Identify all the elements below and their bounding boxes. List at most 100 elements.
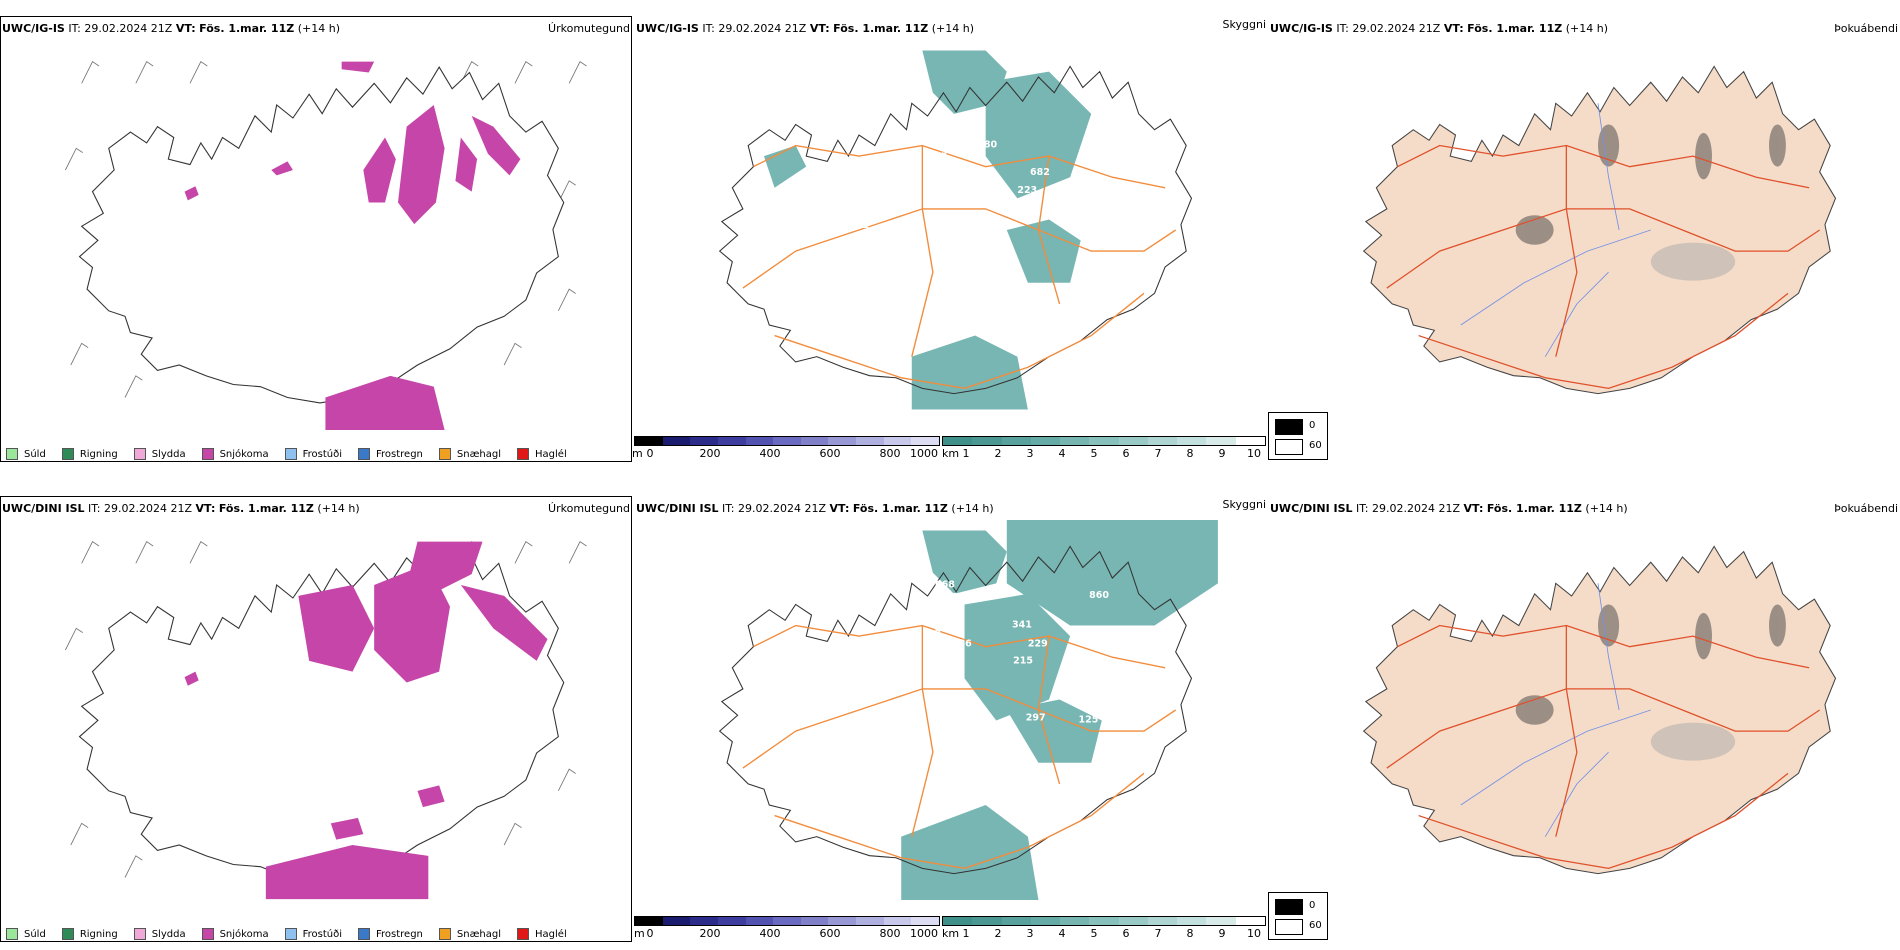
legend-item: Haglél [517, 928, 567, 940]
panel-title: UWC/IG-IS IT: 29.02.2024 21Z VT: Fös. 1.… [2, 22, 340, 35]
model-name: UWC/IG-IS [1270, 22, 1333, 35]
height-colorbar-bar [634, 436, 940, 446]
vis-label: 22 [856, 220, 869, 231]
vis-label: 860 [1089, 590, 1109, 601]
vis-label: 213 [956, 164, 976, 175]
panel-title: UWC/DINI ISL IT: 29.02.2024 21Z VT: Fös.… [636, 502, 994, 515]
fog-panel: UWC/IG-IS IT: 29.02.2024 21Z VT: Fös. 1.… [1268, 0, 1900, 470]
visibility-colorbar: km 1 2 3 4 5 6 7 8 9 10 [942, 436, 1266, 466]
valid-time: Fös. 1.mar. 11Z [833, 22, 929, 35]
map-frame [0, 496, 632, 942]
legend-item: Súld [6, 448, 46, 460]
legend-item: Snæhagl [438, 448, 501, 460]
legend-item: Snæhagl [438, 928, 501, 940]
height-colorbar: m 0 200 400 600 800 1000 [634, 916, 940, 946]
panel-title: UWC/IG-IS IT: 29.02.2024 21Z VT: Fös. 1.… [636, 22, 974, 35]
fog-map [1363, 545, 1837, 875]
model-name: UWC/IG-IS [2, 22, 65, 35]
model-name: UWC/DINI ISL [636, 502, 719, 515]
rivers [1460, 103, 1651, 357]
lead-time: (+14 h) [951, 502, 994, 515]
vis-label: 668 [935, 580, 955, 591]
init-time: 29.02.2024 21Z [718, 22, 807, 35]
legend-item: Snjókoma [201, 448, 269, 460]
snow-areas [184, 541, 548, 900]
vis-label: 186 [952, 639, 972, 650]
init-time: 29.02.2024 21Z [104, 502, 193, 515]
fog-panel: UWC/DINI ISL IT: 29.02.2024 21Z VT: Fös.… [1268, 480, 1900, 950]
visibility-panel: UWC/DINI ISL IT: 29.02.2024 21Z VT: Fös.… [634, 480, 1268, 950]
height-colorbar: m 0 200 400 600 800 1000 [632, 436, 940, 466]
panel-name: Úrkomutegund [548, 502, 630, 515]
vis-label: 51 [941, 146, 954, 157]
panel-name: Þokuábendi [1834, 502, 1898, 515]
vis-label: 452 [938, 609, 958, 620]
vis-label: 250 [939, 214, 959, 225]
init-time: 29.02.2024 21Z [1372, 502, 1461, 515]
model-name: UWC/IG-IS [636, 22, 699, 35]
visibility-colorbar: km 1 2 3 4 5 6 7 8 9 10 [942, 916, 1266, 946]
init-time: 29.02.2024 21Z [84, 22, 173, 35]
vis-label: 297 [1026, 713, 1046, 724]
lead-time: (+14 h) [1585, 502, 1628, 515]
vis-label: 459 [935, 624, 955, 635]
lead-time: (+14 h) [317, 502, 360, 515]
map-frame [0, 16, 632, 462]
model-name: UWC/DINI ISL [1270, 502, 1353, 515]
panel-name: Úrkomutegund [548, 22, 630, 35]
vis-label: 22 [1083, 220, 1096, 231]
vis-label: 215 [1013, 656, 1033, 667]
visibility-labels: 171 780 51 213 682 223 250 22 14 27 22 1… [856, 114, 1176, 245]
panel-title: UWC/DINI ISL IT: 29.02.2024 21Z VT: Fös.… [1270, 502, 1628, 515]
valid-time: Fös. 1.mar. 11Z [1467, 22, 1563, 35]
precip-type-panel: UWC/DINI ISL IT: 29.02.2024 21Z VT: Fös.… [0, 480, 634, 950]
fog-shading [1515, 124, 1786, 281]
precip-type-map [65, 541, 587, 900]
model-name: UWC/DINI ISL [2, 502, 85, 515]
vis-label: 682 [1030, 167, 1050, 178]
panel-title: UWC/IG-IS IT: 29.02.2024 21Z VT: Fös. 1.… [1270, 22, 1608, 35]
visibility-map: 171 780 51 213 682 223 250 22 14 27 22 1… [719, 50, 1193, 410]
vis-label: 9 [1083, 698, 1090, 709]
model-row-dini: UWC/DINI ISL IT: 29.02.2024 21Z VT: Fös.… [0, 480, 1900, 950]
legend-item: Súld [6, 928, 46, 940]
precip-type-map [65, 61, 587, 430]
legend-item: Frostregn [358, 448, 423, 460]
lead-time: (+14 h) [931, 22, 974, 35]
legend-item: Haglél [517, 448, 567, 460]
panel-title: UWC/DINI ISL IT: 29.02.2024 21Z VT: Fös.… [2, 502, 360, 515]
lead-time: (+14 h) [1565, 22, 1608, 35]
visibility-panel: UWC/IG-IS IT: 29.02.2024 21Z VT: Fös. 1.… [634, 0, 1268, 470]
vis-label: 341 [1012, 620, 1032, 631]
roads [1386, 144, 1821, 389]
visibility-map: 668 171 452 459 186 341 860 229 215 21 2… [719, 520, 1218, 900]
legend-item: Frostúði [284, 448, 342, 460]
vis-label: 125 [1079, 715, 1099, 726]
height-unit: m [632, 447, 643, 460]
low-visibility-areas [764, 50, 1092, 410]
precip-type-legend: Súld Rigning Slydda Snjókoma Frostúði Fr… [6, 928, 567, 940]
visibility-unit: km [942, 447, 960, 460]
fog-legend: 0 60 [1268, 892, 1328, 940]
fog-map [1363, 65, 1837, 395]
visibility-unit: km [942, 927, 960, 940]
legend-item: Slydda [133, 928, 186, 940]
vis-label: 167 [1089, 235, 1109, 246]
valid-time: Fös. 1.mar. 11Z [852, 502, 948, 515]
wind-barbs [65, 61, 587, 398]
panel-name: Þokuábendi [1834, 22, 1898, 35]
vis-label: 223 [1017, 185, 1037, 196]
vis-label: 171 [943, 114, 963, 125]
vis-label: 780 [977, 140, 997, 151]
vis-label: 27 [1163, 133, 1176, 144]
precip-type-legend: Súld Rigning Slydda Snjókoma Frostúði Fr… [6, 448, 567, 460]
model-row-ig-is: UWC/IG-IS IT: 29.02.2024 21Z VT: Fös. 1.… [0, 0, 1900, 470]
vis-label: 171 [943, 592, 963, 603]
legend-item: Frostúði [284, 928, 342, 940]
init-time: 29.02.2024 21Z [1352, 22, 1441, 35]
legend-item: Snjókoma [201, 928, 269, 940]
init-time: 29.02.2024 21Z [738, 502, 827, 515]
vis-label: 26 [861, 694, 875, 705]
legend-item: Rigning [61, 928, 118, 940]
lead-time: (+14 h) [297, 22, 340, 35]
